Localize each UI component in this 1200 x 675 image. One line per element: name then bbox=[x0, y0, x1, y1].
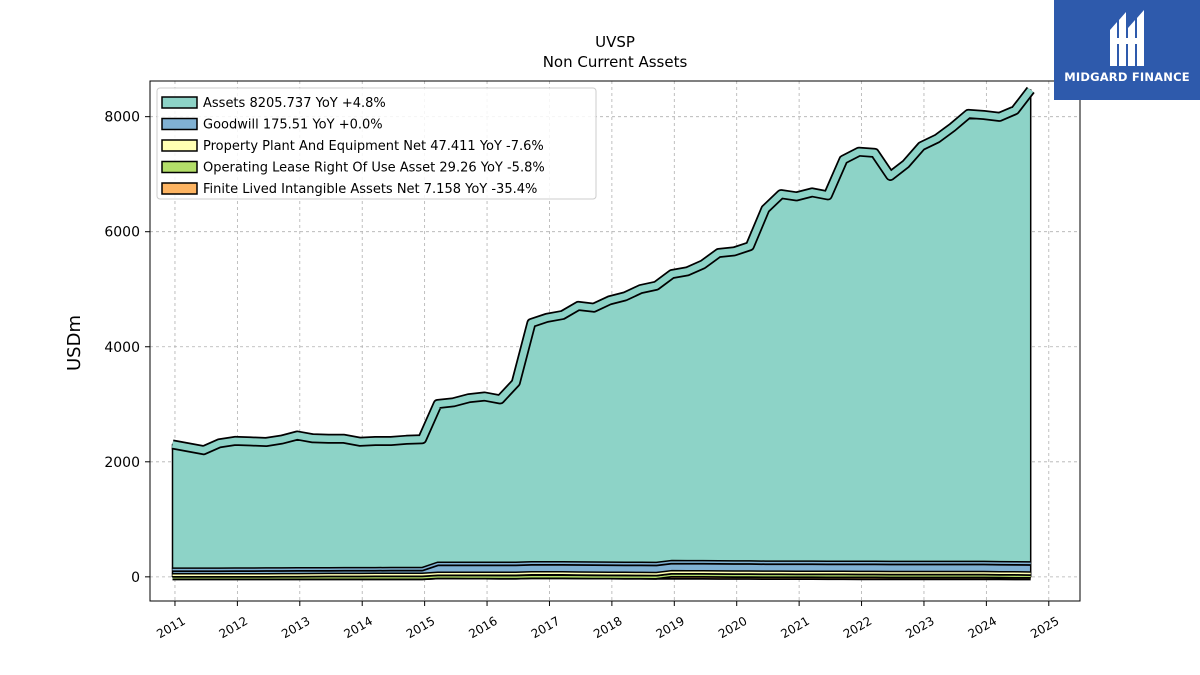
legend-entry: Assets 8205.737 YoY +4.8% bbox=[203, 96, 386, 111]
x-tick-label: 2024 bbox=[966, 614, 999, 641]
chart-subtitle: Non Current Assets bbox=[543, 53, 688, 71]
x-tick-label: 2014 bbox=[341, 614, 374, 641]
x-tick-label: 2021 bbox=[778, 614, 811, 641]
legend-swatch bbox=[161, 117, 198, 131]
x-tick-label: 2020 bbox=[716, 614, 749, 641]
y-tick-label: 4000 bbox=[104, 340, 140, 356]
legend-swatch bbox=[161, 139, 198, 152]
legend-swatch bbox=[161, 160, 198, 174]
x-tick-label: 2016 bbox=[466, 614, 499, 641]
legend-entry: Finite Lived Intangible Assets Net 7.158… bbox=[203, 182, 537, 197]
legend: Assets 8205.737 YoY +4.8% Goodwill 175.51… bbox=[156, 87, 597, 200]
y-tick-label: 0 bbox=[131, 570, 140, 586]
series-areas bbox=[171, 86, 1035, 581]
legend-entry: Property Plant And Equipment Net 47.411 … bbox=[203, 139, 544, 154]
x-tick-label: 2025 bbox=[1028, 614, 1061, 641]
brand-name: MIDGARD FINANCE bbox=[1064, 70, 1190, 84]
x-tick-label: 2018 bbox=[591, 614, 624, 641]
x-tick-label: 2011 bbox=[154, 614, 187, 641]
legend-swatch bbox=[161, 96, 198, 109]
y-tick-label: 6000 bbox=[104, 225, 140, 241]
x-tick-label: 2012 bbox=[217, 614, 250, 641]
x-tick-label: 2013 bbox=[279, 614, 312, 641]
chart-title: UVSP bbox=[595, 33, 635, 51]
y-axis-label: USDm bbox=[64, 315, 85, 371]
plot-frame bbox=[149, 80, 1081, 602]
legend-box bbox=[156, 87, 597, 200]
x-tick-label: 2022 bbox=[841, 614, 874, 641]
x-tick-label: 2017 bbox=[529, 614, 562, 641]
midgard-logo-icon bbox=[1110, 10, 1144, 66]
x-tick-label: 2023 bbox=[903, 614, 936, 641]
legend-entry: Goodwill 175.51 YoY +0.0% bbox=[203, 118, 383, 133]
y-tick-label: 8000 bbox=[104, 110, 140, 126]
series-line-assets bbox=[171, 87, 1034, 454]
x-tick-label: 2015 bbox=[404, 614, 437, 641]
brand-logo: MIDGARD FINANCE bbox=[1054, 0, 1200, 100]
legend-swatch bbox=[161, 182, 198, 195]
legend-entry: Operating Lease Right Of Use Asset 29.26… bbox=[203, 161, 545, 176]
x-tick-label: 2019 bbox=[654, 614, 687, 641]
y-tick-label: 2000 bbox=[104, 455, 140, 471]
